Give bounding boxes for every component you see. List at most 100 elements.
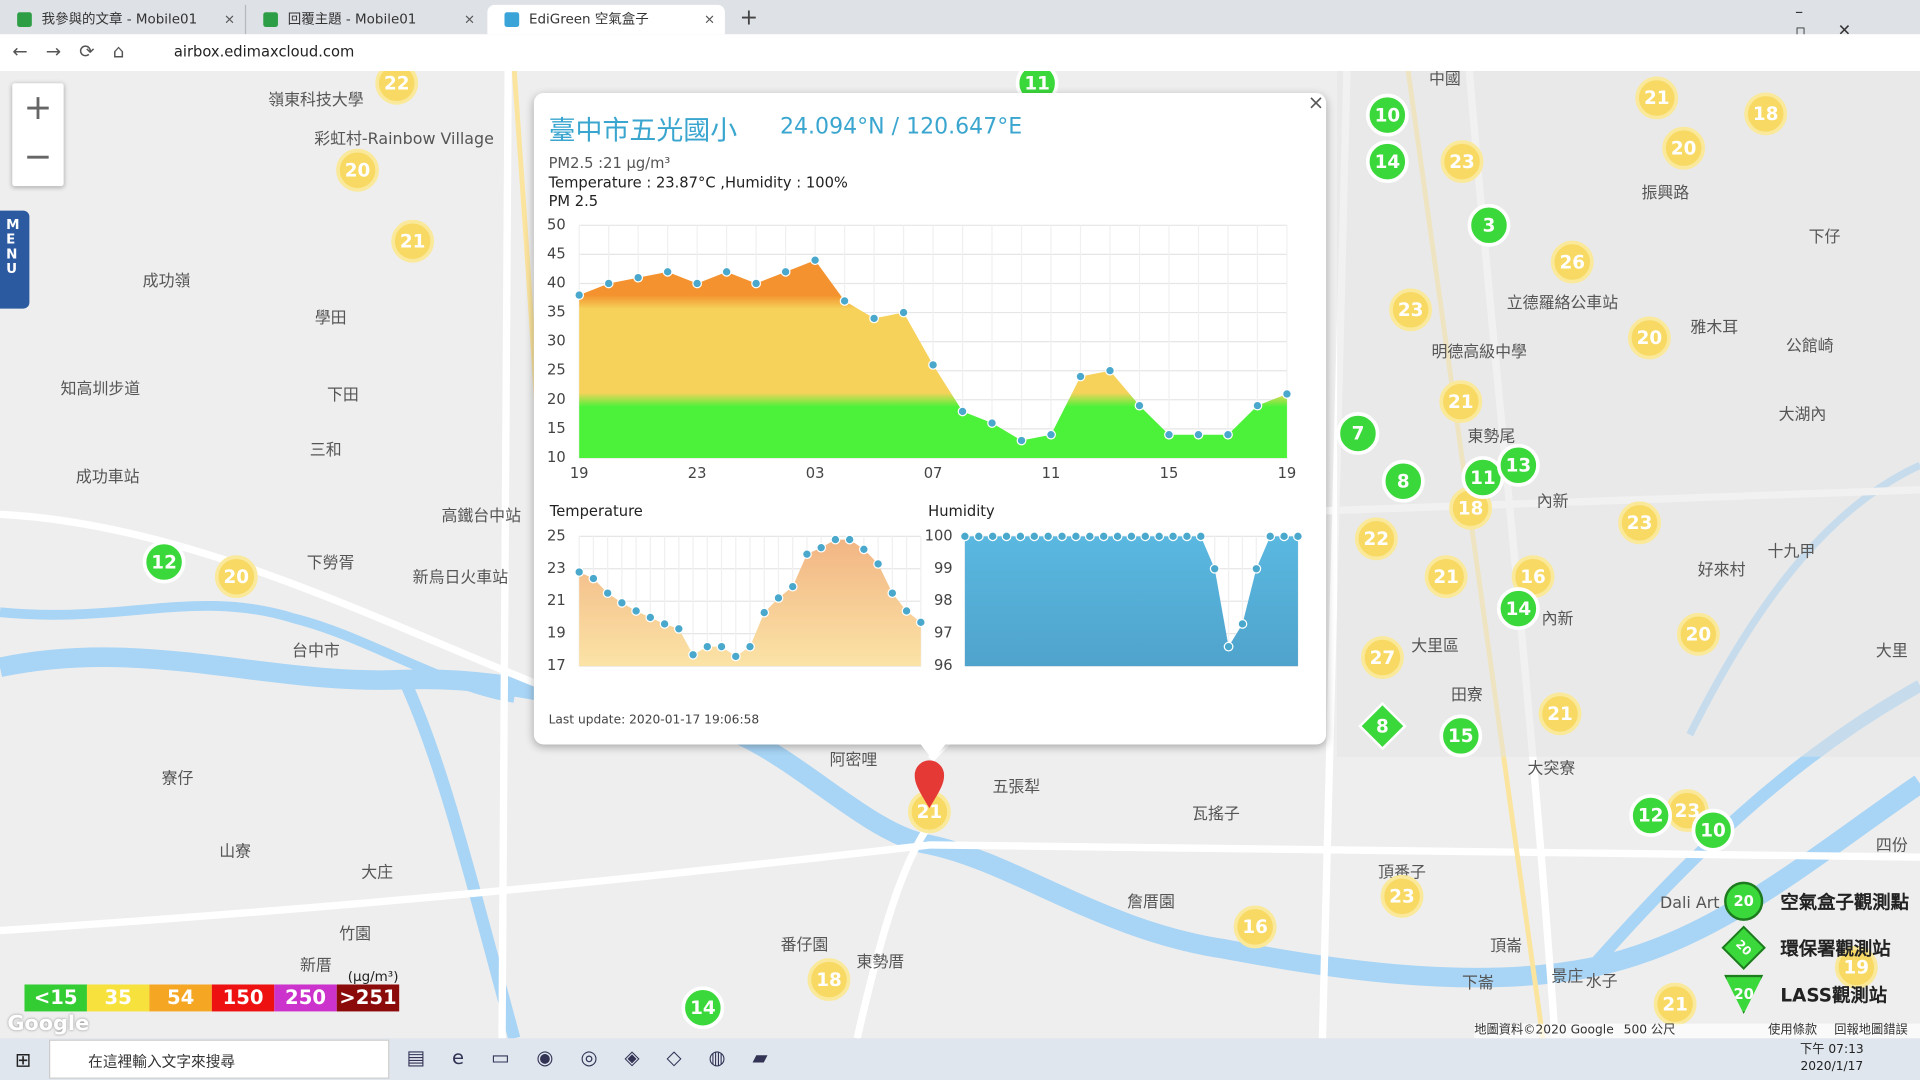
place-label: 新厝 — [300, 956, 332, 975]
place-label: 內新 — [1537, 492, 1569, 511]
marker-label: 19 — [1844, 958, 1870, 979]
menu-button[interactable]: MENU — [0, 210, 30, 309]
legend-item: 250 — [274, 984, 337, 1012]
marker-label: 21 — [1433, 567, 1459, 588]
point — [1071, 531, 1081, 542]
marker — [1381, 459, 1425, 503]
time: 下午 07:13 — [1800, 1043, 1864, 1057]
marker — [1389, 288, 1433, 332]
google-logo: Google — [7, 1011, 90, 1036]
marker — [391, 219, 435, 263]
x-tick-label: 07 — [924, 465, 943, 482]
place-label: 東勢尾 — [1468, 427, 1516, 446]
x-tick-label: 19 — [570, 465, 589, 482]
start-button[interactable]: ⊞ — [14, 1048, 32, 1072]
y-tick-label: 97 — [934, 625, 953, 642]
place-label: 新烏日火車站 — [413, 567, 509, 586]
river — [0, 600, 516, 703]
marker-label: 18 — [1458, 498, 1484, 519]
place-label: 瓦搖子 — [1192, 804, 1240, 823]
point — [928, 360, 938, 370]
point — [574, 567, 585, 577]
search-box[interactable] — [48, 1039, 390, 1079]
place-label: 大突寮 — [1528, 758, 1576, 777]
tab[interactable]: 我參與的文章 - Mobile01 × — [0, 5, 245, 34]
point — [973, 531, 984, 542]
report[interactable]: 回報地圖錯誤 — [1834, 1023, 1908, 1038]
point — [1237, 619, 1248, 629]
point — [1029, 531, 1040, 542]
legend-item: 150 — [211, 984, 275, 1012]
place-label: 下仔 — [1809, 227, 1841, 246]
tab[interactable]: 回覆主題 - Mobile01 × — [244, 4, 485, 35]
place-label: 立德羅絡公車站 — [1507, 293, 1618, 312]
point — [1252, 400, 1263, 411]
station-label: 空氣盒子觀測點 — [1780, 891, 1909, 914]
point — [721, 266, 732, 277]
omnibox[interactable] — [139, 36, 1744, 68]
zoom-control[interactable]: + − — [12, 83, 64, 187]
marker-label: 12 — [1638, 806, 1664, 827]
place-label: 高鐵台中站 — [441, 506, 521, 525]
point — [1112, 531, 1123, 542]
marker-label: 11 — [1024, 73, 1050, 94]
marker-label: 21 — [1644, 88, 1670, 109]
area — [579, 260, 1287, 458]
point — [773, 593, 784, 603]
terms[interactable]: 使用條款 — [1768, 1023, 1818, 1038]
point — [745, 641, 755, 652]
point — [1223, 641, 1234, 652]
place-label: 大庄 — [361, 863, 393, 882]
point — [1016, 435, 1027, 446]
tab[interactable]: EdiGreen 空氣盒子 × — [487, 4, 725, 35]
y-tick-label: 96 — [934, 657, 953, 674]
point — [1293, 531, 1303, 542]
point — [915, 617, 926, 628]
marker-label: 18 — [816, 970, 842, 991]
point — [1015, 531, 1026, 542]
marker — [1467, 203, 1511, 247]
chart-title: Temperature — [549, 503, 643, 520]
marker-label: 15 — [1448, 726, 1474, 747]
place-label: 中國 — [1429, 71, 1461, 88]
nav-buttons[interactable]: ← → ⟳ ⌂ — [12, 40, 125, 63]
place-label: 彩虹村-Rainbow Village — [314, 129, 494, 148]
clock: 下午 07:13 2020/1/17 — [1800, 1042, 1864, 1076]
place-label: 下勞胥 — [307, 553, 355, 572]
marker-label: 22 — [384, 73, 410, 94]
point — [844, 534, 855, 545]
popup-coords: 24.094°N / 120.647°E — [780, 113, 1023, 140]
attribution: 地圖資料©2020 Google — [1474, 1023, 1614, 1038]
point — [574, 290, 585, 301]
y-tick-label: 23 — [547, 560, 566, 577]
point — [1105, 365, 1115, 376]
marker — [1538, 692, 1582, 736]
point — [1251, 563, 1262, 574]
new-tab[interactable]: + — [739, 4, 759, 31]
y-tick-label: 35 — [547, 304, 566, 321]
point — [898, 307, 909, 318]
marker — [1336, 412, 1380, 455]
marker-label: 20 — [1637, 328, 1663, 349]
y-tick-label: 17 — [547, 657, 566, 674]
marker-label: 23 — [1389, 887, 1415, 908]
point — [1164, 429, 1174, 440]
y-tick-label: 30 — [547, 333, 566, 350]
marker-label: 13 — [1506, 456, 1532, 477]
marker-label: 21 — [400, 231, 426, 252]
point — [869, 313, 879, 324]
point — [1209, 563, 1220, 574]
marker — [1439, 714, 1483, 758]
marker — [1496, 443, 1540, 487]
point — [662, 266, 673, 277]
place-label: 學田 — [315, 308, 347, 327]
marker — [1380, 874, 1424, 918]
marker — [1439, 380, 1483, 424]
taskbar-apps[interactable]: ▤e▭◉◎◈◇◍▰ — [406, 1045, 795, 1069]
place-label: 公館崎 — [1786, 336, 1834, 355]
marker — [681, 986, 725, 1030]
close-button[interactable]: × — [1307, 90, 1325, 114]
marker-label: 7 — [1352, 424, 1365, 445]
last-update: Last update: 2020-01-17 19:06:58 — [548, 713, 760, 728]
location-pin — [914, 760, 945, 809]
